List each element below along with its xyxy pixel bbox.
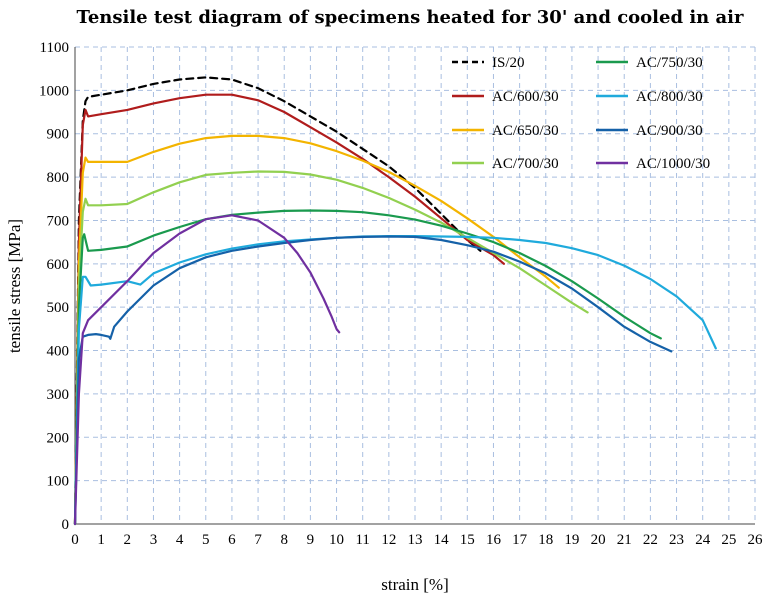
legend-label-ac-700-30: AC/700/30 bbox=[492, 156, 559, 172]
y-tick-label: 1100 bbox=[40, 40, 69, 56]
y-tick-label: 900 bbox=[47, 127, 70, 143]
x-tick-label: 6 bbox=[228, 532, 236, 548]
x-tick-label: 23 bbox=[669, 532, 684, 548]
x-axis-title: strain [%] bbox=[381, 575, 449, 594]
y-tick-label: 800 bbox=[47, 170, 70, 186]
x-tick-label: 8 bbox=[280, 532, 288, 548]
x-tick-label: 2 bbox=[124, 532, 132, 548]
x-tick-label: 14 bbox=[434, 532, 450, 548]
series-line-ac-750-30 bbox=[73, 209, 662, 526]
x-tick-label: 16 bbox=[486, 532, 502, 548]
y-tick-label: 300 bbox=[47, 387, 70, 403]
y-axis-title: tensile stress [MPa] bbox=[5, 219, 24, 353]
y-tick-label: 0 bbox=[62, 517, 70, 533]
legend-label-ac-800-30: AC/800/30 bbox=[636, 89, 703, 105]
x-tick-label: 22 bbox=[643, 532, 658, 548]
series-line-ac-1000-30 bbox=[73, 214, 341, 526]
series-line-ac-650-30 bbox=[73, 134, 560, 526]
series-line-ac-600-30 bbox=[73, 93, 505, 526]
x-tick-label: 24 bbox=[695, 532, 711, 548]
x-tick-label: 21 bbox=[617, 532, 632, 548]
x-tick-label: 10 bbox=[329, 532, 344, 548]
series-line-ac-700-30 bbox=[73, 170, 589, 526]
legend-label-ac-600-30: AC/600/30 bbox=[492, 89, 559, 105]
x-tick-label: 1 bbox=[97, 532, 105, 548]
y-tick-label: 100 bbox=[47, 474, 70, 490]
y-tick-labels: 0 100 200 300 400 500 600 700 800 900 1000 1100 bbox=[39, 40, 69, 533]
x-tick-label: 3 bbox=[150, 532, 158, 548]
grid bbox=[75, 46, 756, 524]
x-tick-label: 4 bbox=[176, 532, 184, 548]
y-tick-label: 200 bbox=[47, 430, 70, 446]
y-tick-label: 600 bbox=[47, 257, 70, 273]
legend: IS/20 AC/600/30 AC/650/30 AC/700/30 AC/750/3… bbox=[452, 55, 710, 172]
y-tick-label: 700 bbox=[47, 213, 70, 229]
x-tick-label: 26 bbox=[748, 532, 764, 548]
x-tick-label: 13 bbox=[408, 532, 423, 548]
x-tick-label: 0 bbox=[71, 532, 79, 548]
y-tick-label: 400 bbox=[47, 344, 70, 360]
x-tick-labels: 0 1 2 3 4 5 6 7 8 9 10 11 12 13 14 15 16 17 18 19 20 21 22 23 24… bbox=[71, 532, 763, 548]
x-tick-label: 18 bbox=[538, 532, 553, 548]
y-tick-label: 500 bbox=[47, 300, 70, 316]
x-tick-label: 5 bbox=[202, 532, 210, 548]
x-tick-label: 11 bbox=[355, 532, 369, 548]
x-tick-label: 25 bbox=[721, 532, 736, 548]
chart-title: Tensile test diagram of specimens heated… bbox=[76, 7, 744, 28]
x-tick-label: 19 bbox=[564, 532, 579, 548]
x-tick-label: 12 bbox=[381, 532, 396, 548]
series-line-is-20 bbox=[73, 76, 482, 526]
legend-label-ac-750-30: AC/750/30 bbox=[636, 55, 703, 71]
x-tick-label: 7 bbox=[254, 532, 262, 548]
series-line-ac-900-30 bbox=[73, 235, 673, 526]
legend-label-ac-1000-30: AC/1000/30 bbox=[636, 156, 710, 172]
series-lines bbox=[73, 76, 717, 526]
x-tick-label: 15 bbox=[460, 532, 475, 548]
y-tick-label: 1000 bbox=[39, 83, 69, 99]
x-tick-label: 17 bbox=[512, 532, 528, 548]
legend-label-is-20: IS/20 bbox=[492, 55, 525, 71]
x-tick-label: 20 bbox=[591, 532, 606, 548]
x-tick-label: 9 bbox=[307, 532, 315, 548]
legend-label-ac-650-30: AC/650/30 bbox=[492, 123, 559, 139]
legend-label-ac-900-30: AC/900/30 bbox=[636, 123, 703, 139]
